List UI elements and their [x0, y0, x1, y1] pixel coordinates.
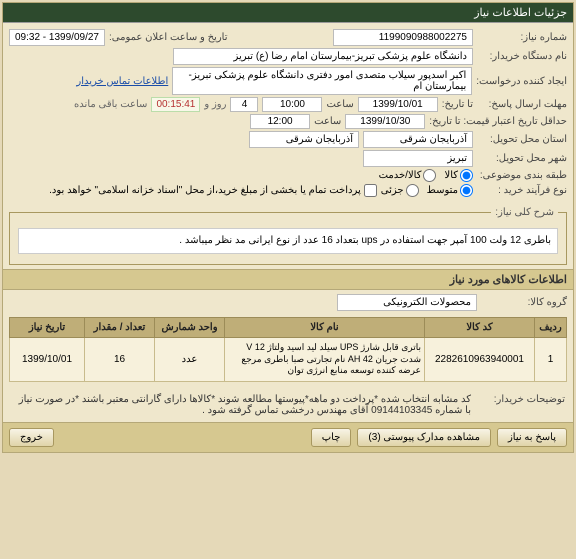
remain-days: 4: [230, 97, 258, 112]
budget-radio-2[interactable]: [423, 169, 436, 182]
remain-timer: 00:15:41: [151, 97, 200, 112]
budget-label: طبقه بندی موضوعی:: [477, 170, 567, 181]
province-value: آذربایجان شرقی: [363, 131, 473, 148]
city-label: شهر محل تحویل:: [477, 153, 567, 164]
budget-radio-1[interactable]: [460, 169, 473, 182]
th-qty: تعداد / مقدار: [85, 318, 155, 338]
exit-button[interactable]: خروج: [9, 428, 54, 447]
remain-days-unit: روز و: [204, 97, 226, 112]
items-section-header: اطلاعات کالاهای مورد نیاز: [3, 269, 573, 290]
need-no-value: 1199090988002275: [333, 29, 473, 46]
panel-title: جزئیات اطلاعات نیاز: [3, 3, 573, 23]
ptype-opt1[interactable]: متوسط: [427, 184, 473, 197]
pay-note-check[interactable]: پرداخت تمام یا بخشی از مبلغ خرید،از محل …: [49, 184, 377, 197]
buyer-label: نام دستگاه خریدار:: [477, 51, 567, 62]
th-idx: ردیف: [535, 318, 567, 338]
province-label: استان محل تحویل:: [477, 134, 567, 145]
creator-value: اکبر اسدپور سیلاب متصدی امور دفتری دانشگ…: [172, 67, 472, 95]
table-row: 1 2282610963940001 باتری قابل شارژ UPS س…: [10, 338, 567, 382]
cell-code: 2282610963940001: [425, 338, 535, 382]
pay-note-checkbox[interactable]: [364, 184, 377, 197]
deadline-label: مهلت ارسال پاسخ:: [477, 99, 567, 110]
cell-qty: 16: [85, 338, 155, 382]
contact-link[interactable]: اطلاعات تماس خریدار: [76, 76, 168, 87]
cell-unit: عدد: [155, 338, 225, 382]
th-date: تاریخ نیاز: [10, 318, 85, 338]
desc-legend: شرح کلی نیاز:: [491, 207, 558, 218]
th-name: نام کالا: [225, 318, 425, 338]
items-table: ردیف کد کالا نام کالا واحد شمارش تعداد /…: [9, 317, 567, 382]
announce-value: 1399/09/27 - 09:32: [9, 29, 105, 46]
deadline-from-label: تا تاریخ:: [442, 99, 473, 110]
valid-label: حداقل تاریخ اعتبار قیمت: تا تاریخ:: [429, 116, 567, 127]
province2-value: آذربایجان شرقی: [249, 131, 359, 148]
th-unit: واحد شمارش: [155, 318, 225, 338]
buyer-notes-label: توضیحات خریدار:: [475, 394, 565, 405]
remain-label: ساعت باقی مانده: [74, 97, 147, 112]
creator-label: ایجاد کننده درخواست:: [476, 76, 567, 87]
budget-opt2[interactable]: کالا/خدمت: [379, 169, 437, 182]
desc-text: باطری 12 ولت 100 آمپر جهت استفاده در ups…: [18, 228, 558, 254]
th-code: کد کالا: [425, 318, 535, 338]
respond-button[interactable]: پاسخ به نیاز: [497, 428, 567, 447]
need-no-label: شماره نیاز:: [477, 32, 567, 43]
ptype-label: نوع فرآیند خرید :: [477, 185, 567, 196]
deadline-date: 1399/10/01: [358, 97, 438, 112]
city-value: تبریز: [363, 150, 473, 167]
cell-name: باتری قابل شارژ UPS سیلد لید اسید ولتاژ …: [225, 338, 425, 382]
budget-opt1[interactable]: کالا: [444, 169, 473, 182]
cell-idx: 1: [535, 338, 567, 382]
buyer-notes-text: کد مشابه انتخاب شده *پرداخت دو ماهه*پیوس…: [11, 394, 471, 416]
print-button[interactable]: چاپ: [311, 428, 352, 447]
valid-date: 1399/10/30: [345, 114, 425, 129]
cell-date: 1399/10/01: [10, 338, 85, 382]
pay-note-text: پرداخت تمام یا بخشی از مبلغ خرید،از محل …: [49, 185, 361, 196]
attachments-button[interactable]: مشاهده مدارک پیوستی (3): [357, 428, 491, 447]
footer-bar: پاسخ به نیاز مشاهده مدارک پیوستی (3) چاپ…: [3, 422, 573, 452]
buyer-value: دانشگاه علوم پزشکی تبریز-بیمارستان امام …: [173, 48, 473, 65]
deadline-hour-label: ساعت: [326, 99, 353, 110]
announce-label: تاریخ و ساعت اعلان عمومی:: [109, 32, 228, 43]
valid-hour: 12:00: [250, 114, 310, 129]
ptype-radio-2[interactable]: [406, 184, 419, 197]
group-label: گروه کالا:: [477, 297, 567, 308]
ptype-opt2[interactable]: جزئی: [381, 184, 419, 197]
group-value: محصولات الکترونیکی: [337, 294, 477, 311]
ptype-radio-1[interactable]: [460, 184, 473, 197]
valid-hlabel: ساعت: [314, 116, 341, 127]
deadline-hour: 10:00: [262, 97, 322, 112]
